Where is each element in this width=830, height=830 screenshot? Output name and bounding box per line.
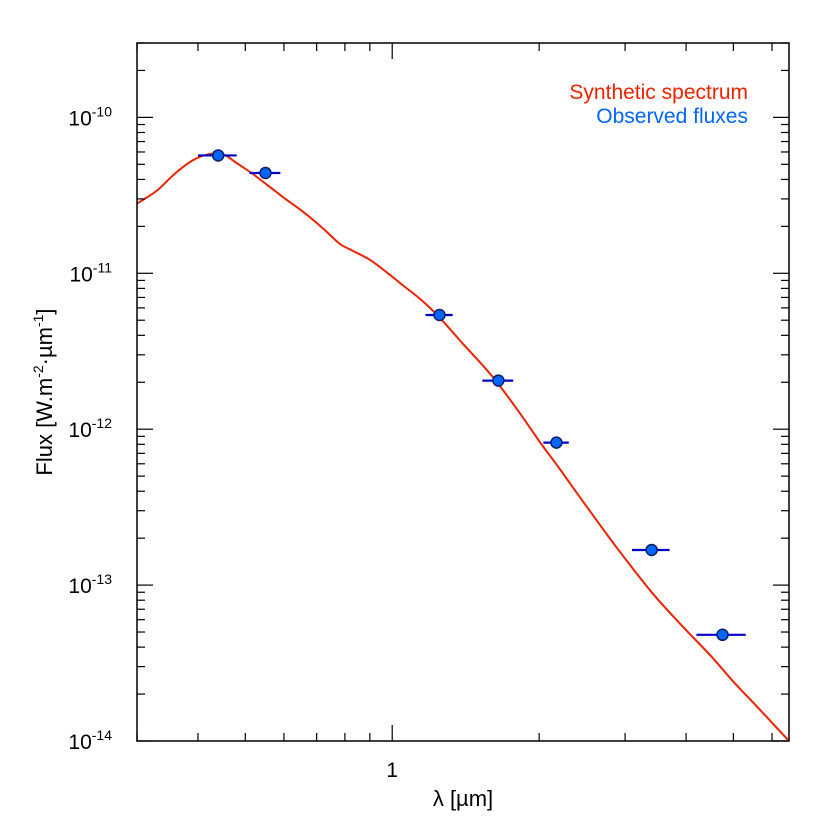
- y-tick-label: 10-10: [68, 103, 112, 130]
- y-tick-label: 10-11: [69, 259, 112, 286]
- data-point: [716, 628, 729, 642]
- plot-frame: [136, 42, 790, 742]
- legend: Synthetic spectrum Observed fluxes: [569, 81, 748, 128]
- x-tick-label: 1: [386, 759, 398, 782]
- observed-flux-point: [197, 149, 237, 162]
- data-point: [259, 166, 272, 180]
- observed-flux-point: [482, 374, 514, 387]
- x-axis-label: λ [µm]: [433, 786, 493, 811]
- observed-flux-point: [632, 543, 670, 557]
- y-tick-label: 10-13: [68, 571, 112, 598]
- series-line-synthetic-spectrum: [137, 152, 789, 741]
- axes-layer: 10-14 10-13 10-12 10-11 10-10 1: [68, 42, 789, 782]
- series-layer: [137, 149, 789, 741]
- data-point: [211, 149, 225, 162]
- data-point: [645, 543, 658, 557]
- observed-flux-point: [543, 436, 569, 449]
- data-point: [433, 308, 446, 322]
- y-tick-label: 10-12: [68, 415, 112, 442]
- legend-entry-observed-fluxes: Observed fluxes: [596, 105, 748, 128]
- legend-entry-synthetic-spectrum: Synthetic spectrum: [569, 81, 748, 104]
- data-point: [550, 436, 563, 449]
- observed-flux-point: [249, 166, 281, 180]
- y-axis-label: Flux [W.m-2·µm-1]: [30, 308, 57, 475]
- observed-flux-point: [696, 628, 746, 642]
- y-tick-label: 10-14: [68, 727, 112, 754]
- observed-flux-point: [425, 308, 453, 322]
- data-point: [492, 374, 505, 387]
